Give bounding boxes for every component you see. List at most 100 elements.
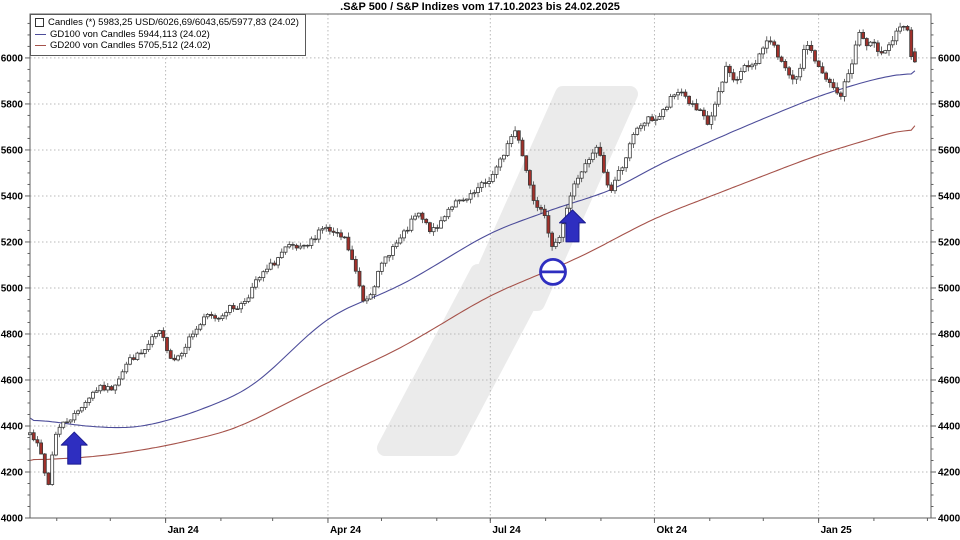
- y-axis-label: 5800: [1, 99, 24, 110]
- candle-up: [646, 116, 651, 124]
- candle-up: [498, 158, 503, 168]
- candle-up: [472, 192, 477, 195]
- candle-down: [787, 67, 791, 76]
- candle-up: [568, 195, 573, 209]
- candle-up: [324, 226, 329, 230]
- candle-up: [124, 363, 129, 373]
- candle-down: [683, 91, 688, 97]
- candle-down: [879, 51, 884, 54]
- candle-up: [409, 218, 414, 231]
- candle-down: [420, 212, 425, 220]
- candle-up: [113, 384, 118, 391]
- candles-layer: [28, 22, 917, 486]
- candle-up: [672, 94, 677, 97]
- candle-up: [376, 270, 381, 288]
- candle-down: [483, 182, 488, 184]
- candle-up: [268, 262, 273, 270]
- y-axis-label: 6000: [938, 53, 960, 64]
- candle-down: [731, 72, 736, 81]
- candle-down: [216, 317, 221, 320]
- candle-down: [542, 208, 547, 216]
- candle-up: [235, 308, 240, 310]
- candle-up: [83, 401, 88, 408]
- candle-down: [342, 236, 347, 239]
- candle-up: [309, 238, 314, 246]
- candle-up: [91, 391, 95, 399]
- legend-item-gd100[interactable]: GD100 von Candles 5944,113 (24.02): [35, 29, 299, 41]
- candle-down: [172, 357, 177, 361]
- candle-down: [272, 262, 277, 266]
- candle-up: [439, 220, 443, 229]
- y-axis-label: 5200: [938, 237, 960, 248]
- candle-up: [383, 256, 388, 264]
- candle-down: [46, 472, 51, 485]
- candle-down: [331, 230, 336, 233]
- candle-up: [446, 208, 451, 218]
- marker-arrow-up-icon[interactable]: [558, 209, 586, 243]
- candle-down: [361, 285, 366, 302]
- candle-up: [72, 412, 77, 421]
- candle-down: [168, 350, 173, 359]
- y-axis-label: 5400: [938, 191, 960, 202]
- candle-up: [76, 410, 80, 414]
- candle-up: [657, 116, 662, 120]
- candle-up: [735, 79, 740, 81]
- candle-up: [372, 286, 377, 296]
- gd100-line-swatch-icon: [35, 33, 46, 35]
- candle-down: [531, 184, 536, 201]
- candle-up: [842, 81, 847, 97]
- candle-down: [602, 154, 606, 173]
- candle-up: [753, 63, 758, 66]
- candle-down: [687, 95, 691, 105]
- candle-up: [79, 407, 84, 412]
- candle-up: [253, 279, 258, 288]
- legend-item-gd200[interactable]: GD200 von Candles 5705,512 (24.02): [35, 40, 299, 52]
- candle-up: [146, 343, 151, 350]
- candle-up: [487, 181, 492, 184]
- candle-up: [187, 336, 192, 348]
- candle-up: [724, 65, 728, 83]
- candle-down: [839, 92, 843, 97]
- candle-up: [394, 242, 399, 247]
- marker-arrow-up-icon[interactable]: [60, 431, 88, 465]
- candle-down: [31, 432, 36, 441]
- candle-up: [205, 313, 210, 318]
- candle-down: [335, 231, 340, 234]
- legend-item-label: Candles (*) 5983,25 USD/6026,69/6043,65/…: [48, 17, 299, 28]
- candle-down: [650, 116, 654, 122]
- candles-checkbox-icon[interactable]: [35, 18, 44, 28]
- candle-up: [624, 157, 628, 169]
- candle-down: [427, 222, 432, 232]
- candle-up: [690, 103, 695, 105]
- candle-up: [379, 262, 384, 272]
- candle-down: [546, 215, 551, 234]
- candle-down: [779, 56, 784, 62]
- y-axis-label: 4000: [938, 514, 960, 525]
- candle-down: [290, 244, 295, 246]
- candle-down: [824, 72, 828, 80]
- candle-down: [435, 227, 440, 229]
- candle-up: [117, 378, 121, 386]
- candle-up: [553, 241, 558, 247]
- candle-down: [520, 139, 525, 157]
- candle-down: [705, 115, 710, 125]
- candle-up: [709, 115, 714, 125]
- candle-up: [590, 152, 595, 161]
- y-axis-label: 4800: [938, 329, 960, 340]
- candle-down: [909, 29, 914, 58]
- candle-up: [57, 426, 62, 435]
- x-axis-label: Jan 24: [168, 525, 200, 536]
- candle-up: [276, 257, 281, 266]
- watermark-logo: [462, 86, 638, 311]
- candle-down: [35, 439, 40, 444]
- candle-up: [390, 246, 395, 256]
- candle-up: [668, 96, 673, 108]
- candle-up: [501, 154, 506, 160]
- candle-down: [827, 78, 832, 84]
- candle-up: [802, 49, 806, 69]
- candle-up: [142, 349, 147, 354]
- candle-up: [105, 386, 110, 391]
- legend-item-candles[interactable]: Candles (*) 5983,25 USD/6026,69/6043,65/…: [35, 17, 299, 29]
- candle-up: [120, 371, 125, 380]
